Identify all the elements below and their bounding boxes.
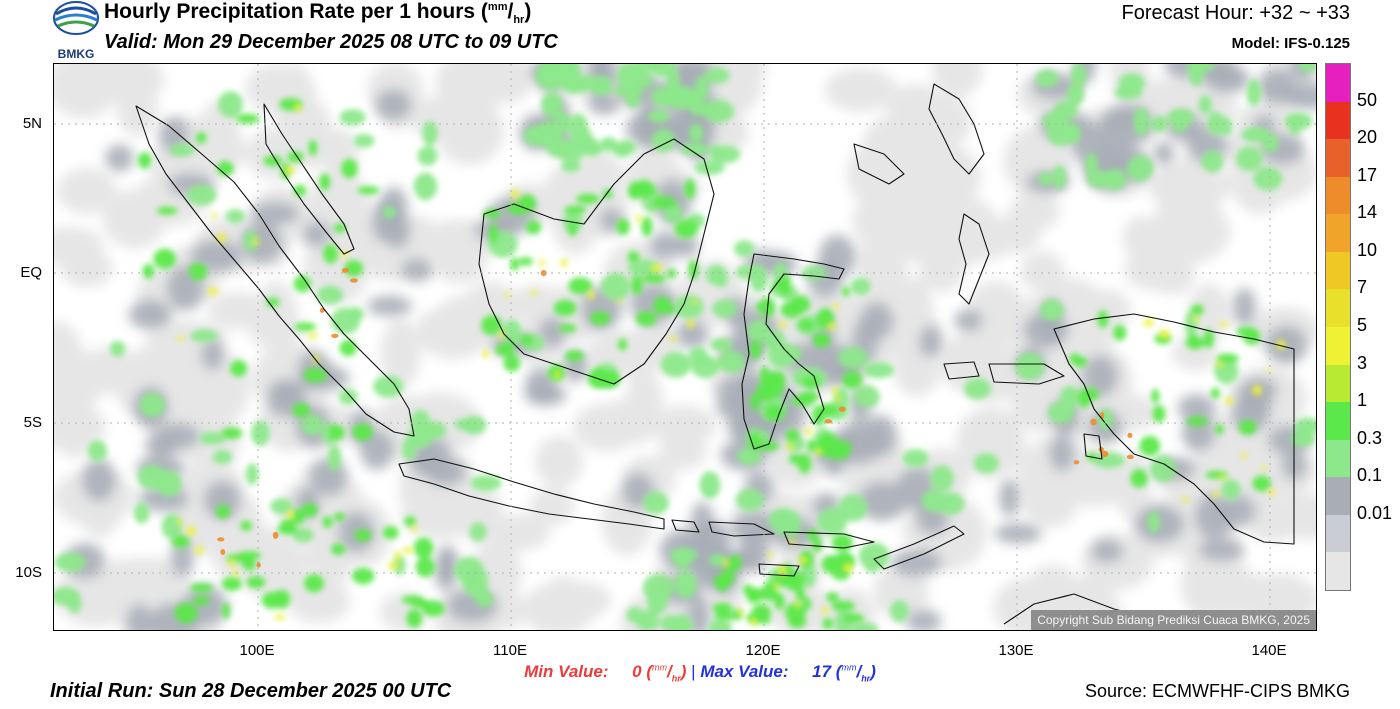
lon-label-100e: 100E	[239, 642, 275, 659]
lon-label-140e: 140E	[1251, 642, 1287, 659]
colorbar-label: 7	[1357, 277, 1368, 298]
colorbar-label: 10	[1357, 239, 1378, 260]
data-source: Source: ECMWFHF-CIPS BMKG	[1084, 681, 1350, 701]
colorbar-label: 14	[1357, 202, 1378, 223]
colorbar-segment	[1326, 289, 1350, 328]
lon-label-110e: 110E	[493, 642, 527, 659]
colorbar-segment	[1326, 514, 1350, 553]
precip-heavy-layer	[176, 103, 1286, 626]
precip-low-layer	[54, 64, 1316, 630]
precip-moderate-layer	[138, 98, 1271, 630]
graticule	[54, 64, 1316, 630]
colorbar-label: 0.01	[1357, 502, 1393, 523]
colorbar-label: 0.3	[1357, 427, 1383, 448]
min-label: Min Value:	[524, 662, 609, 681]
lon-label-130e: 130E	[998, 642, 1034, 659]
colorbar-segment	[1326, 176, 1350, 215]
min-value: 0	[632, 662, 642, 681]
colorbar-label: 5	[1357, 315, 1368, 335]
colorbar-segment	[1326, 214, 1350, 253]
colorbar-segment	[1326, 251, 1350, 290]
colorbar-segment	[1326, 101, 1350, 140]
colorbar-segment	[1326, 64, 1350, 103]
copyright-notice: Copyright Sub Bidang Prediksi Cuaca BMKG…	[1031, 610, 1316, 630]
colorbar-label: 17	[1357, 164, 1378, 185]
colorbar-label: 0.1	[1357, 465, 1383, 486]
colorbar	[1325, 63, 1351, 591]
colorbar-label: 20	[1357, 127, 1378, 148]
colorbar-label: 50	[1357, 89, 1378, 110]
model-label: Model: IFS-0.125	[1231, 35, 1350, 52]
colorbar-segment	[1326, 552, 1350, 591]
valid-time: Valid: Mon 29 December 2025 08 UTC to 09…	[104, 31, 558, 53]
colorbar-segment	[1326, 139, 1350, 178]
coastlines	[135, 83, 1295, 630]
lat-label-5n: 5N	[22, 115, 42, 132]
max-label: Max Value:	[700, 662, 789, 681]
map-canvas	[54, 64, 1316, 630]
colorbar-label: 1	[1357, 390, 1368, 411]
min-max-values: Min Value: 0 (mm/hr) | Max Value: 17 (mm…	[524, 662, 876, 684]
lon-label-120e: 120E	[745, 642, 781, 659]
logo-text: BMKG	[58, 47, 95, 61]
precip-peak-layer	[217, 267, 1134, 568]
colorbar-segment	[1326, 439, 1350, 478]
lat-label-eq: EQ	[20, 264, 42, 281]
colorbar-segment	[1326, 327, 1350, 366]
colorbar-segment	[1326, 477, 1350, 516]
colorbar-segment	[1326, 364, 1350, 403]
bmkg-logo: BMKG	[52, 0, 100, 62]
colorbar-segment	[1326, 402, 1350, 441]
map-title: Hourly Precipitation Rate per 1 hours (m…	[104, 0, 532, 27]
initial-run: Initial Run: Sun 28 December 2025 00 UTC	[50, 680, 452, 702]
forecast-hour: Forecast Hour: +32 ~ +33	[1121, 2, 1350, 24]
max-value: 17	[812, 662, 832, 681]
colorbar-label: 3	[1357, 352, 1368, 373]
precipitation-map: Copyright Sub Bidang Prediksi Cuaca BMKG…	[53, 63, 1317, 631]
lat-label-10s: 10S	[15, 564, 42, 581]
lat-label-5s: 5S	[23, 414, 42, 431]
